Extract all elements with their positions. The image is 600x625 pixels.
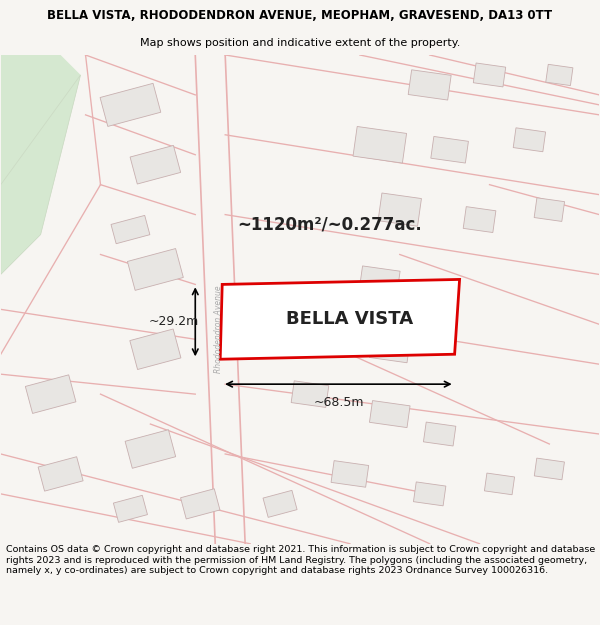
Polygon shape <box>291 381 329 408</box>
Text: Map shows position and indicative extent of the property.: Map shows position and indicative extent… <box>140 38 460 48</box>
Polygon shape <box>370 401 410 428</box>
Polygon shape <box>100 83 161 126</box>
Polygon shape <box>513 128 545 152</box>
Polygon shape <box>38 457 83 491</box>
Text: ~29.2m: ~29.2m <box>148 316 199 328</box>
Text: Contains OS data © Crown copyright and database right 2021. This information is : Contains OS data © Crown copyright and d… <box>6 546 595 575</box>
Polygon shape <box>484 473 515 495</box>
Polygon shape <box>220 279 460 359</box>
Polygon shape <box>263 491 297 518</box>
Polygon shape <box>431 136 469 163</box>
Polygon shape <box>331 461 368 488</box>
Text: BELLA VISTA, RHODODENDRON AVENUE, MEOPHAM, GRAVESEND, DA13 0TT: BELLA VISTA, RHODODENDRON AVENUE, MEOPHA… <box>47 9 553 22</box>
Polygon shape <box>359 266 400 293</box>
Text: BELLA VISTA: BELLA VISTA <box>286 311 413 328</box>
Polygon shape <box>125 430 176 468</box>
Polygon shape <box>111 216 150 244</box>
Polygon shape <box>1 75 80 274</box>
Polygon shape <box>127 249 184 291</box>
Polygon shape <box>424 422 456 446</box>
Polygon shape <box>534 458 565 480</box>
Polygon shape <box>25 375 76 413</box>
Text: ~68.5m: ~68.5m <box>313 396 364 409</box>
Polygon shape <box>473 63 506 87</box>
Polygon shape <box>370 336 410 362</box>
Text: ~1120m²/~0.277ac.: ~1120m²/~0.277ac. <box>237 216 422 234</box>
Polygon shape <box>311 311 349 338</box>
Polygon shape <box>113 496 148 522</box>
Polygon shape <box>378 193 421 226</box>
Polygon shape <box>130 146 181 184</box>
Polygon shape <box>413 482 446 506</box>
Polygon shape <box>408 70 451 100</box>
Polygon shape <box>130 329 181 369</box>
Text: Rhododendron Avenue: Rhododendron Avenue <box>214 286 223 373</box>
Polygon shape <box>534 198 565 221</box>
Polygon shape <box>463 207 496 232</box>
Polygon shape <box>353 126 407 163</box>
Polygon shape <box>181 489 220 519</box>
Polygon shape <box>1 55 80 184</box>
Polygon shape <box>546 64 573 86</box>
